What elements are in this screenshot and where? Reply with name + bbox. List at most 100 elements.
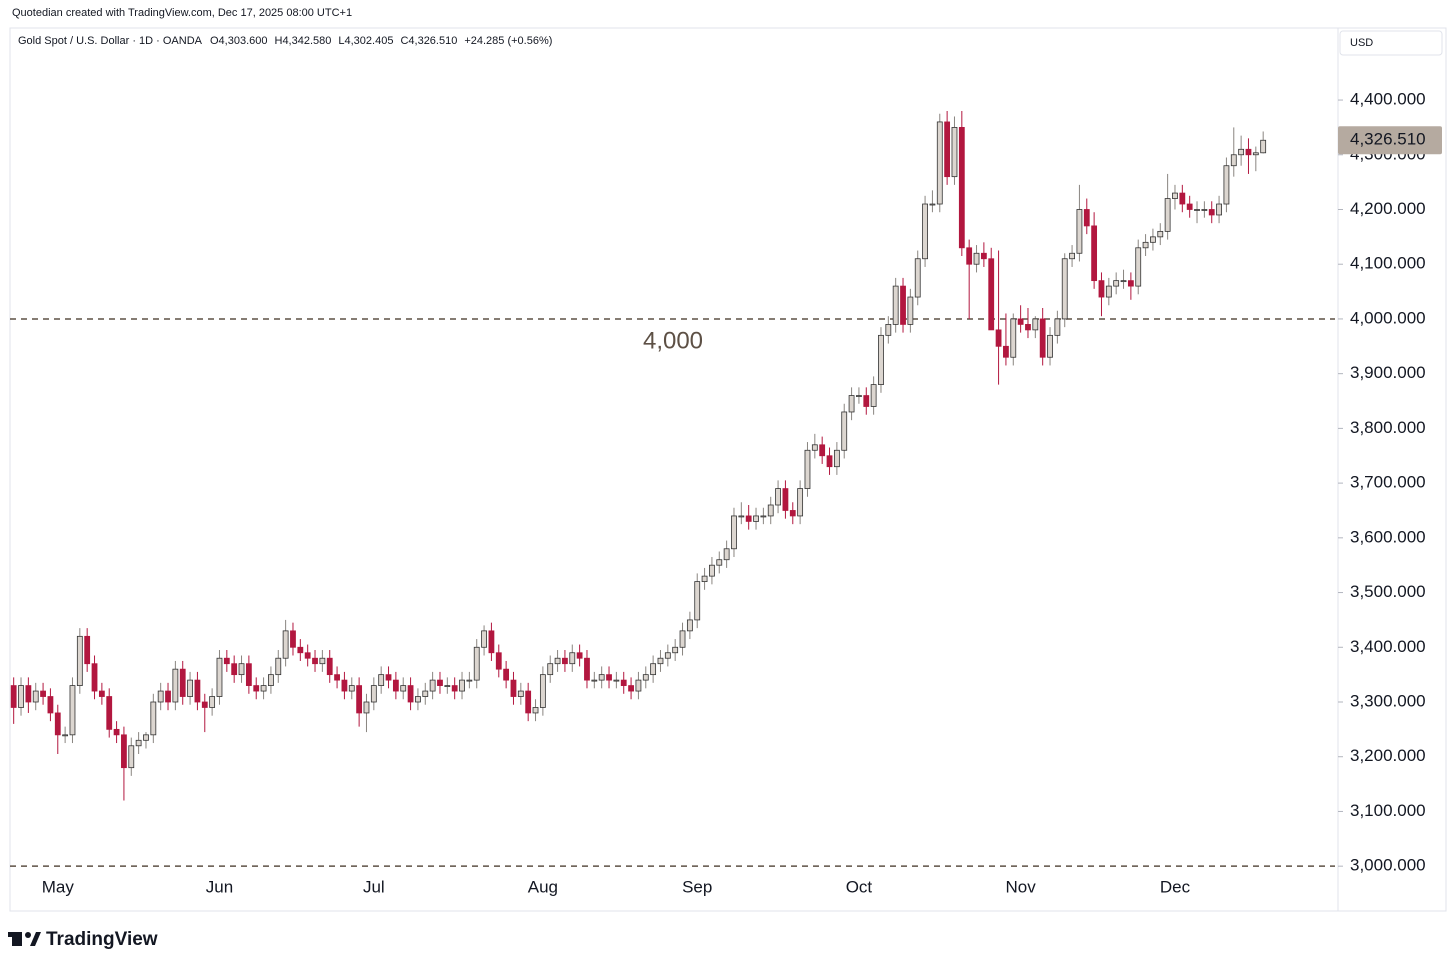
candle-body — [1150, 236, 1156, 243]
candle-body — [334, 674, 340, 681]
candle-body — [1069, 252, 1075, 260]
candle-body — [40, 690, 46, 697]
candle-body — [598, 674, 605, 681]
y-tick-label: 3,100.000 — [1350, 801, 1426, 820]
candle-body — [400, 685, 407, 692]
candle-body — [370, 685, 377, 703]
candle-body — [268, 674, 274, 686]
candle-body — [517, 690, 524, 697]
candle-body — [385, 674, 392, 681]
candle-body — [958, 127, 965, 249]
candle-body — [841, 411, 848, 451]
candle-body — [657, 657, 664, 665]
candle-body — [238, 663, 245, 676]
logo-icon — [8, 932, 22, 937]
x-tick-label: Dec — [1160, 877, 1191, 896]
x-tick-label: Sep — [682, 877, 712, 896]
candle-body — [782, 488, 789, 511]
candle-body — [856, 395, 862, 397]
y-tick-label: 3,900.000 — [1350, 363, 1426, 382]
candle-body — [936, 121, 943, 205]
legend-value: O4,303.600 — [210, 35, 268, 47]
ohlc-legend: O4,303.600 H4,342.580 L4,302.405 C4,326.510… — [210, 35, 552, 47]
candle-body — [709, 564, 715, 577]
candle-body — [1230, 154, 1237, 167]
candle-body — [562, 657, 568, 665]
candle-body — [966, 247, 973, 265]
currency[interactable]: USD — [1350, 37, 1373, 49]
candle-body — [1245, 148, 1252, 156]
candle-body — [988, 258, 995, 331]
candle-body — [826, 455, 833, 468]
candle-body — [664, 652, 671, 659]
candle-body — [415, 696, 421, 703]
candle-body — [1223, 165, 1230, 205]
candle-body — [1135, 247, 1142, 287]
candle-body — [495, 652, 502, 670]
candle-body — [1091, 225, 1098, 282]
candle-body — [569, 652, 576, 665]
currency-box[interactable] — [1339, 30, 1443, 56]
candle-body — [753, 515, 759, 522]
x-tick-label: Aug — [528, 877, 558, 896]
candle-body — [32, 690, 39, 703]
y-tick-label: 4,000.000 — [1350, 308, 1426, 327]
candle-body — [98, 690, 105, 697]
candle-body — [128, 745, 135, 769]
candle-body — [1142, 241, 1149, 249]
candle-body — [929, 203, 936, 206]
candle-body — [532, 707, 539, 714]
candle-body — [1083, 209, 1090, 227]
candle-body — [701, 575, 708, 583]
candle-body — [848, 395, 855, 413]
candle-body — [481, 630, 487, 648]
candle-body — [1054, 318, 1061, 336]
candle-body — [223, 657, 230, 665]
candle-body — [392, 679, 399, 692]
candle-body — [907, 296, 914, 325]
candle-body — [135, 739, 142, 747]
candle-body — [1003, 345, 1009, 358]
plot — [10, 99, 1343, 867]
candle-body — [885, 324, 892, 336]
candle-body — [510, 679, 517, 697]
candle-body — [1252, 152, 1259, 156]
symbol-title: Gold Spot / U.S. Dollar · 1D · OANDA — [18, 35, 203, 47]
candle-body — [47, 696, 54, 714]
y-tick-label: 3,200.000 — [1350, 746, 1426, 765]
candle-body — [1076, 209, 1083, 254]
candle-body — [1238, 148, 1245, 156]
candle-body — [231, 663, 238, 676]
candle-body — [1061, 258, 1068, 320]
x-tick-label: Oct — [846, 877, 873, 896]
last-price-label: 4,326.510 — [1350, 130, 1426, 149]
candle-body — [451, 685, 458, 692]
candle-body — [473, 646, 480, 681]
candle-body — [245, 663, 252, 686]
candle-body — [1039, 318, 1046, 358]
candle-body — [584, 657, 590, 681]
candle-body — [1201, 209, 1208, 211]
candle-body — [356, 685, 363, 714]
candle-body — [606, 674, 612, 681]
candle-body — [1032, 318, 1039, 331]
candle-body — [444, 685, 451, 687]
candle-body — [106, 696, 113, 730]
candle-body — [275, 657, 282, 676]
candle-body — [863, 395, 870, 407]
candle-body — [84, 635, 91, 665]
candle-body — [282, 630, 289, 659]
candle-body — [179, 668, 186, 697]
legend-value: L4,302.405 — [338, 35, 393, 47]
candle-body — [1017, 318, 1024, 325]
candle-body — [679, 630, 686, 648]
y-tick-label: 3,300.000 — [1350, 691, 1426, 710]
candle-body — [539, 674, 546, 708]
candle-body — [694, 581, 701, 621]
legend-value: C4,326.510 — [400, 35, 457, 47]
candle-body — [187, 679, 193, 697]
candle-body — [760, 515, 767, 518]
candle-body — [1179, 192, 1186, 205]
candle-body — [775, 488, 781, 506]
